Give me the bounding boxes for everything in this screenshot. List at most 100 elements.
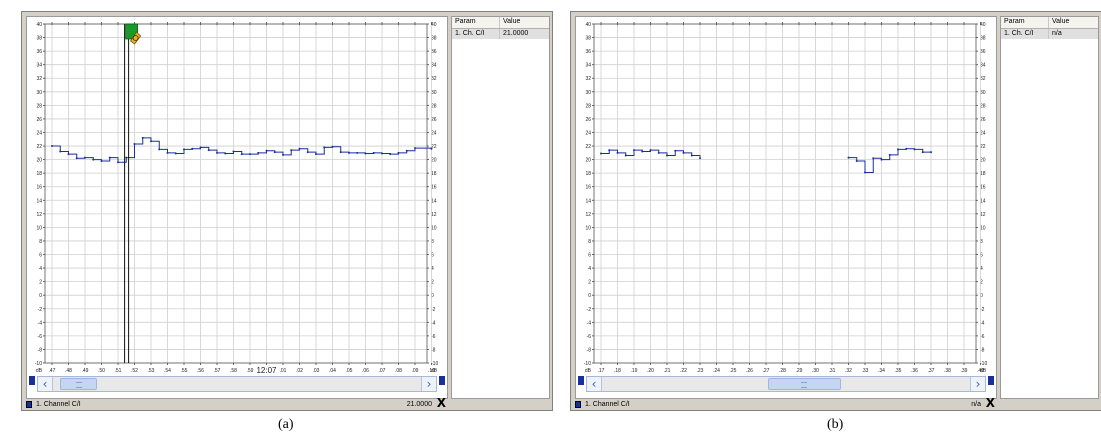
- data-point: [847, 156, 850, 159]
- data-point: [141, 136, 144, 139]
- scrollbar-thumb[interactable]: [60, 378, 98, 390]
- y-tick-label: -2: [587, 307, 592, 313]
- close-series-button[interactable]: X: [436, 396, 446, 410]
- data-point: [323, 146, 326, 149]
- y-tick-label: 32: [585, 76, 591, 82]
- data-point: [649, 149, 652, 152]
- x-tick-label: .47: [49, 368, 56, 374]
- y-tick-label-right: 16: [980, 185, 986, 191]
- param-name-cell: 1. Ch. C/I: [1001, 29, 1049, 39]
- series-color-swatch: [575, 401, 581, 408]
- x-tick-label: .27: [763, 368, 770, 374]
- x-tick-label: .36: [911, 368, 918, 374]
- y-tick-label-right: 10: [431, 225, 437, 231]
- y-tick-label-right: 10: [980, 225, 986, 231]
- column-header-value[interactable]: Value: [503, 18, 521, 25]
- data-point: [232, 150, 235, 153]
- chart-area[interactable]: 40 40 38 38 36 36 34 34 32 32 30 30 28 28 26 26 24 24 22 22…: [26, 16, 448, 399]
- y-unit-label: dB: [36, 368, 43, 374]
- scroll-left-arrow-icon[interactable]: ‹: [38, 377, 53, 391]
- y-tick-label: 0: [39, 293, 42, 299]
- parameter-table: Param Value 1. Ch. C/I n/a: [1000, 16, 1099, 399]
- x-tick-label: .58: [230, 368, 237, 374]
- legend-bar: 1. Channel C/I 21.0000 X: [26, 397, 448, 409]
- table-row[interactable]: 1. Ch. C/I n/a: [1001, 29, 1098, 39]
- data-point: [430, 147, 433, 150]
- x-tick-label: .31: [829, 368, 836, 374]
- y-tick-label-right: 22: [980, 144, 986, 150]
- y-tick-label: 18: [36, 171, 42, 177]
- y-tick-label: 28: [585, 103, 591, 109]
- chart-area[interactable]: 40 40 38 38 36 36 34 34 32 32 30 30 28 28 26 26 24 24 22 22…: [575, 16, 997, 399]
- legend-series-label: 1. Channel C/I: [585, 401, 630, 408]
- column-header-param[interactable]: Param: [1001, 17, 1049, 28]
- flag-marker-icon[interactable]: [125, 23, 142, 45]
- data-point: [930, 151, 932, 154]
- column-header-param[interactable]: Param: [452, 17, 500, 28]
- y-tick-label-right: -2: [431, 307, 436, 313]
- scroll-left-arrow-icon[interactable]: ‹: [587, 377, 602, 391]
- x-tick-label: .17: [598, 368, 605, 374]
- y-tick-label: -2: [38, 307, 43, 313]
- data-point: [183, 148, 185, 151]
- y-tick-label-right: 12: [431, 212, 437, 218]
- scroll-right-arrow-icon[interactable]: ›: [421, 377, 436, 391]
- y-tick-label: 8: [588, 239, 591, 245]
- y-tick-label-right: 4: [431, 266, 434, 272]
- y-tick-label: 14: [36, 198, 42, 204]
- data-point: [699, 157, 701, 160]
- y-tick-label-right: 8: [980, 239, 983, 245]
- legend-bar: 1. Channel C/I n/a X: [575, 397, 997, 409]
- data-point: [224, 152, 227, 155]
- x-tick-label: .10: [428, 368, 435, 374]
- chart-window-b: 40 40 38 38 36 36 34 34 32 32 30 30 28 28 26 26 24 24 22 22…: [570, 11, 1101, 411]
- x-tick-label: .04: [329, 368, 336, 374]
- grip-icon: [75, 382, 82, 388]
- x-tick-label: .33: [862, 368, 869, 374]
- horizontal-scrollbar[interactable]: ‹ ›: [586, 376, 986, 392]
- y-tick-label: -4: [587, 320, 592, 326]
- chart-window-a: 40 40 38 38 36 36 34 34 32 32 30 30 28 28 26 26 24 24 22 22…: [21, 11, 553, 411]
- data-point: [657, 151, 660, 154]
- x-tick-label: .07: [379, 368, 386, 374]
- plot-frame: [593, 23, 977, 364]
- y-tick-label-right: 36: [980, 49, 986, 55]
- plot-frame: [44, 23, 428, 364]
- data-point: [51, 145, 53, 148]
- x-tick-label: .29: [796, 368, 803, 374]
- x-tick-label: .52: [131, 368, 138, 374]
- scrollbar-thumb[interactable]: [767, 378, 842, 390]
- data-point: [257, 151, 260, 154]
- x-tick-label: 12:07: [256, 366, 277, 375]
- y-tick-label-right: -4: [431, 320, 436, 326]
- column-header-value[interactable]: Value: [1052, 18, 1070, 25]
- table-row[interactable]: 1. Ch. C/I 21.0000: [452, 29, 549, 39]
- x-tick-label: .23: [697, 368, 704, 374]
- scroll-right-arrow-icon[interactable]: ›: [970, 377, 985, 391]
- close-series-button[interactable]: X: [985, 396, 995, 410]
- y-tick-label-right: 34: [431, 63, 437, 69]
- data-point: [397, 151, 400, 154]
- y-tick-label-right: 20: [980, 158, 986, 164]
- data-point: [298, 147, 301, 150]
- x-tick-label: .34: [878, 368, 885, 374]
- data-point: [67, 153, 70, 156]
- y-tick-label: -6: [38, 334, 43, 340]
- data-point: [315, 153, 317, 156]
- horizontal-scrollbar[interactable]: ‹ ›: [37, 376, 437, 392]
- data-point: [633, 149, 635, 152]
- data-point: [897, 148, 899, 151]
- x-tick-label: .28: [779, 368, 786, 374]
- y-tick-label-right: 18: [980, 171, 986, 177]
- series-line: [848, 148, 931, 173]
- y-tick-label: -10: [584, 361, 591, 367]
- x-tick-label: .49: [82, 368, 89, 374]
- y-tick-label: 10: [585, 225, 591, 231]
- y-tick-label-right: 0: [431, 293, 434, 299]
- y-tick-label: 16: [585, 185, 591, 191]
- y-tick-label-right: 24: [431, 130, 437, 136]
- y-tick-label: 14: [585, 198, 591, 204]
- y-tick-label: 20: [36, 158, 42, 164]
